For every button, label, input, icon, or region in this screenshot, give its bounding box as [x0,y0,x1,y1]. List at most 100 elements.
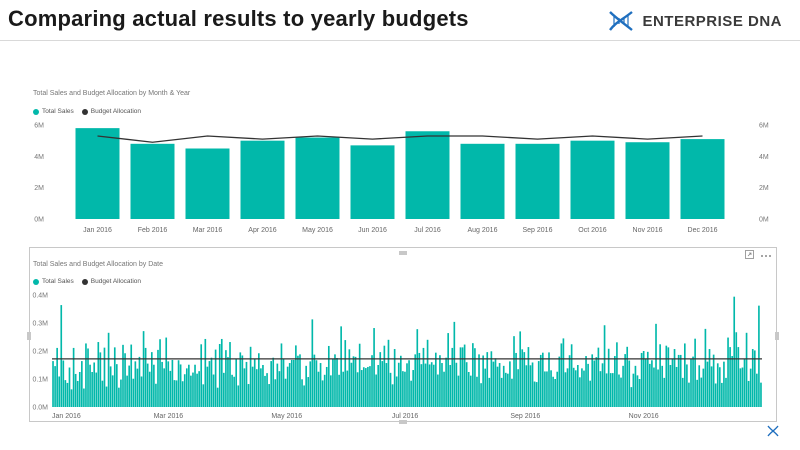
y-tick-label: 0M [34,217,44,224]
bar-daily-sales [467,372,470,407]
bar-daily-sales [461,347,464,407]
bar-daily-sales [255,369,258,407]
y2-tick-label: 2M [759,185,769,192]
bar-daily-sales [107,332,110,407]
bar-daily-sales [692,356,694,407]
bar-daily-sales [605,373,608,407]
bar-daily-sales [202,384,205,407]
bar-daily-sales [280,343,283,407]
legend-label-budget-allocation: Budget Allocation [90,108,142,115]
bar-daily-sales [721,382,723,407]
bar-daily-sales [130,344,133,407]
focus-mode-icon[interactable] [745,250,754,261]
legend-item-total-sales-daily[interactable]: Total Sales [33,278,74,285]
bar-daily-sales [554,379,556,407]
bar-daily-sales [196,373,198,407]
bar-daily-sales [56,347,58,407]
bar-daily-sales [702,368,705,407]
bar-total-sales [625,142,670,219]
bar-daily-sales [140,376,143,407]
bar-daily-sales [81,361,83,407]
bar-daily-sales [262,365,264,407]
resize-handle-left[interactable] [27,332,31,340]
bar-daily-sales [220,338,223,407]
bar-daily-sales [301,379,303,407]
bar-daily-sales [502,365,505,407]
bar-total-sales [350,145,395,219]
bar-daily-sales [638,379,641,407]
bar-daily-sales [463,344,466,407]
bar-daily-sales [743,358,746,407]
bar-daily-sales [646,351,649,407]
bar-daily-sales [356,372,359,407]
bar-daily-sales [118,387,120,407]
x-tick-label: Mar 2016 [154,413,184,420]
bar-daily-sales [476,376,478,407]
bar-daily-sales [332,358,334,407]
bar-daily-sales [379,352,382,407]
bar-daily-sales [276,363,279,407]
monthly-chart-legend: Total Sales Budget Allocation [33,108,149,115]
bar-daily-sales [116,364,118,407]
bar-daily-sales [671,359,674,407]
legend-item-total-sales[interactable]: Total Sales [33,108,74,115]
bar-daily-sales [313,354,316,407]
bar-daily-sales [175,380,178,407]
bar-daily-sales [539,354,542,407]
bar-daily-sales [700,377,703,407]
bar-daily-sales [690,359,692,407]
bar-daily-sales [688,382,690,407]
bar-daily-sales [338,374,340,407]
bar-daily-sales [422,347,425,407]
bar-daily-sales [365,368,367,407]
bar-daily-sales [537,361,540,407]
bar-daily-sales [124,353,126,407]
bar-daily-sales [128,365,130,407]
bar-daily-sales [708,349,711,407]
more-options-icon[interactable] [760,251,772,260]
bar-daily-sales [669,365,672,407]
bar-daily-sales [634,365,637,407]
bar-daily-sales [659,344,661,407]
bar-daily-sales [64,380,67,407]
bar-daily-sales [54,366,56,407]
x-tick-label: Dec 2016 [688,227,718,234]
y-tick-label: 0.3M [32,321,48,328]
bar-daily-sales [192,372,194,407]
x-tick-label: Jul 2016 [392,413,419,420]
bar-daily-sales [167,361,170,407]
bar-daily-sales [731,356,733,407]
bar-daily-sales [237,385,240,407]
bar-daily-sales [686,364,688,407]
bar-daily-sales [161,361,163,407]
legend-item-budget-allocation[interactable]: Budget Allocation [81,108,142,115]
page-header: Comparing actual results to yearly budge… [0,0,800,42]
resize-handle-bottom[interactable] [399,420,407,424]
bar-daily-sales [198,371,200,407]
bar-daily-sales [416,329,419,407]
monthly-chart-visual[interactable]: Total Sales and Budget Allocation by Mon… [0,80,800,245]
bar-daily-sales [455,362,458,407]
enterprise-dna-mini-logo-icon [767,425,779,437]
bar-daily-sales [103,347,106,407]
x-tick-label: Sep 2016 [510,413,540,420]
bar-daily-sales [445,357,447,407]
resize-handle-top[interactable] [399,251,407,255]
legend-item-budget-allocation-daily[interactable]: Budget Allocation [81,278,141,285]
daily-chart-visual[interactable]: Total Sales and Budget Allocation by Dat… [0,250,800,425]
bar-daily-sales [173,380,176,407]
budget-allocation-line [97,135,703,143]
bar-daily-sales [521,349,524,407]
bar-daily-sales [519,331,522,407]
bar-daily-sales [120,379,122,407]
bar-daily-sales [741,367,744,407]
x-tick-label: May 2016 [302,227,333,234]
bar-daily-sales [443,371,445,407]
bar-daily-sales [286,366,289,407]
bar-total-sales [295,137,340,219]
bar-daily-sales [618,374,620,407]
resize-handle-right[interactable] [775,332,779,340]
bar-daily-sales [494,358,497,407]
bar-daily-sales [266,373,268,407]
bar-daily-sales [126,375,128,407]
